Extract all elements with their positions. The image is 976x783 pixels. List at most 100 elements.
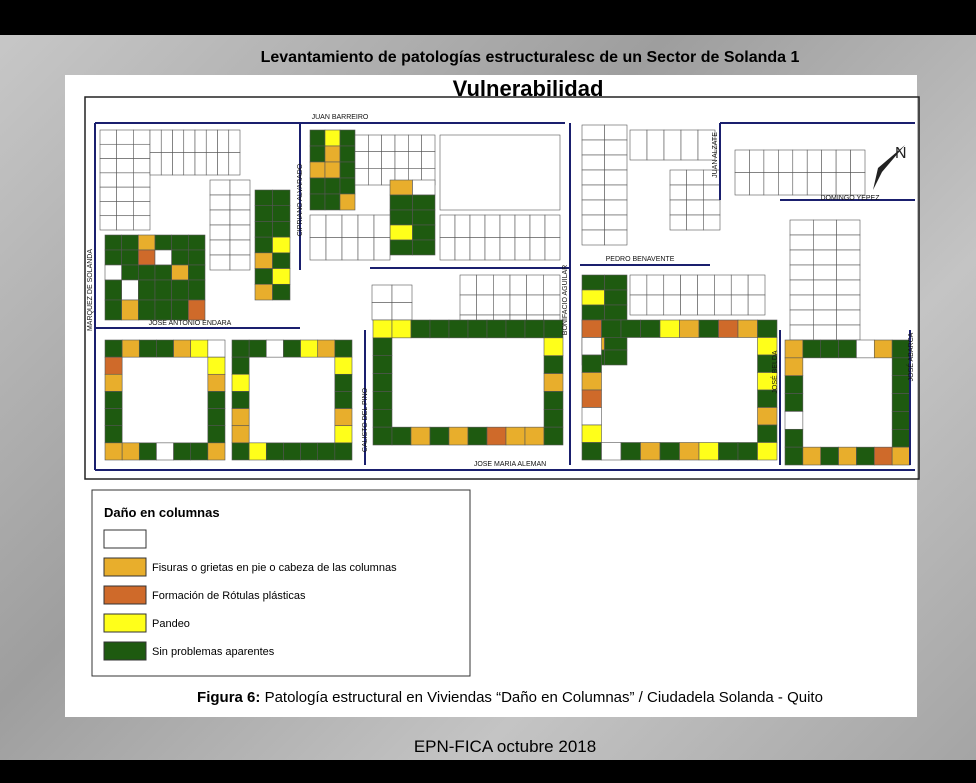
lot <box>105 340 122 357</box>
lot <box>582 425 602 443</box>
lot <box>681 130 698 160</box>
street-label: JOSÉ ABARCA <box>906 332 915 381</box>
lot <box>822 173 836 196</box>
lot <box>758 408 778 426</box>
lot <box>758 425 778 443</box>
lot <box>340 146 355 162</box>
lot <box>582 355 602 373</box>
lot <box>392 427 411 445</box>
lot <box>229 153 240 176</box>
lot <box>325 130 340 146</box>
lot <box>836 173 850 196</box>
lot <box>373 409 392 427</box>
lot <box>301 340 318 357</box>
lot <box>602 443 622 461</box>
lot <box>807 173 821 196</box>
lot <box>208 426 225 443</box>
lot <box>184 130 195 153</box>
lot <box>210 195 230 210</box>
street-label: JUAN BARREIRO <box>312 114 369 121</box>
lot <box>664 295 681 315</box>
lot <box>358 238 374 261</box>
lot <box>470 238 485 261</box>
lot <box>266 340 283 357</box>
lot <box>122 250 139 265</box>
lot <box>892 447 910 465</box>
lot <box>325 194 340 210</box>
lot <box>255 269 273 285</box>
lot <box>493 295 510 315</box>
lot <box>150 153 161 176</box>
lot <box>485 238 500 261</box>
lot <box>630 275 647 295</box>
lot <box>230 210 250 225</box>
lot <box>122 235 139 250</box>
lot <box>173 130 184 153</box>
lot <box>719 443 739 461</box>
lot <box>342 215 358 238</box>
lot <box>408 135 421 152</box>
lot <box>544 391 563 409</box>
lot <box>173 153 184 176</box>
svg-text:N: N <box>895 145 907 162</box>
lot <box>515 215 530 238</box>
lot <box>372 303 392 321</box>
lot <box>785 340 803 358</box>
lot <box>229 130 240 153</box>
footer: EPN-FICA octubre 2018 <box>414 737 596 756</box>
lot <box>191 443 208 460</box>
lot <box>310 178 325 194</box>
lot <box>440 238 455 261</box>
lot <box>133 130 150 144</box>
lot <box>100 201 117 215</box>
lot <box>340 130 355 146</box>
lot <box>105 391 122 408</box>
lot <box>647 130 664 160</box>
lot <box>138 250 155 265</box>
lot <box>837 220 860 235</box>
lot <box>172 235 189 250</box>
lot <box>699 320 719 338</box>
lot <box>530 215 545 238</box>
lot <box>335 340 352 357</box>
lot <box>326 238 342 261</box>
street-label: MARQUEZ DE SOLANDA <box>87 249 94 331</box>
lot <box>188 280 205 300</box>
lot <box>208 443 225 460</box>
lot <box>232 357 249 374</box>
page: JUAN BARREIROCIPRIANO ALVARADOJUAN ALZAT… <box>0 0 976 783</box>
lot <box>605 215 628 230</box>
lot <box>793 150 807 173</box>
legend-swatch <box>104 530 146 548</box>
lot <box>133 159 150 173</box>
street-label: JOSE MARIA ALEMAN <box>474 461 546 468</box>
lot <box>105 409 122 426</box>
lot <box>602 320 622 338</box>
legend-title: Daño en columnas <box>104 505 220 520</box>
lot <box>525 320 544 338</box>
lot <box>174 340 191 357</box>
lot <box>892 411 910 429</box>
lot <box>310 215 326 238</box>
lot <box>460 275 477 295</box>
lot <box>325 146 340 162</box>
lot <box>105 300 122 320</box>
lot <box>188 265 205 280</box>
lot <box>373 427 392 445</box>
lot <box>790 325 813 340</box>
caption-text: Patología estructural en Viviendas “Daño… <box>265 689 823 706</box>
lot <box>449 320 468 338</box>
lot <box>155 280 172 300</box>
caption: Figura 6: Patología estructural en Vivie… <box>197 689 823 706</box>
lot <box>719 320 739 338</box>
lot <box>372 285 392 303</box>
lot <box>630 295 647 315</box>
street-label: CALISTO DEL PINO <box>362 387 369 452</box>
lot <box>188 235 205 250</box>
lot <box>195 153 206 176</box>
lot <box>856 340 874 358</box>
lot <box>813 220 836 235</box>
lot <box>582 390 602 408</box>
lot <box>155 250 172 265</box>
lot <box>468 427 487 445</box>
